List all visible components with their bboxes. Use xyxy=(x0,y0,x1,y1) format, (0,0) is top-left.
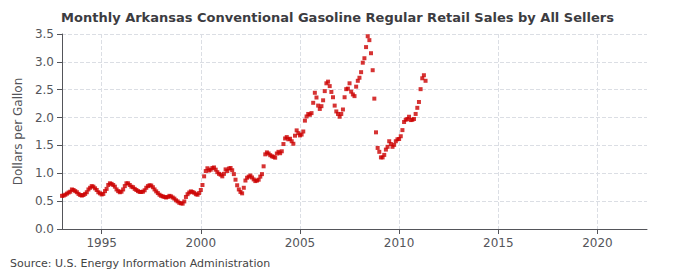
svg-text:1995: 1995 xyxy=(86,236,117,250)
svg-text:1.0: 1.0 xyxy=(35,166,54,180)
svg-text:2000: 2000 xyxy=(186,236,217,250)
svg-text:0.5: 0.5 xyxy=(35,194,54,208)
svg-text:2.0: 2.0 xyxy=(35,111,54,125)
svg-text:0.0: 0.0 xyxy=(35,222,54,236)
svg-text:2020: 2020 xyxy=(582,236,613,250)
svg-text:2010: 2010 xyxy=(384,236,415,250)
svg-text:2005: 2005 xyxy=(285,236,316,250)
svg-text:1.5: 1.5 xyxy=(35,138,54,152)
svg-text:2015: 2015 xyxy=(483,236,514,250)
svg-text:3.0: 3.0 xyxy=(35,55,54,69)
svg-text:Source: U.S. Energy Informatio: Source: U.S. Energy Information Administ… xyxy=(10,257,270,270)
svg-text:2.5: 2.5 xyxy=(35,83,54,97)
svg-text:3.5: 3.5 xyxy=(35,27,54,41)
svg-text:Monthly Arkansas Conventional: Monthly Arkansas Conventional Gasoline R… xyxy=(61,10,614,25)
svg-text:Dollars per Gallon: Dollars per Gallon xyxy=(11,78,25,186)
